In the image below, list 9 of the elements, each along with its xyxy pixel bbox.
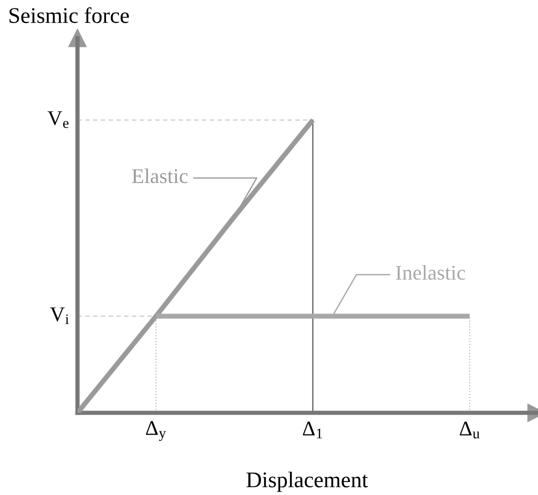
text: Elastic (132, 168, 188, 184)
x-tick-label: Δ$_{1}$ (302, 422, 322, 438)
ref-line-label: V$_{e}$ (48, 111, 69, 128)
ref-line-label: V$_{i}$ (50, 307, 69, 324)
x-axis-title: Displacement (246, 472, 368, 492)
series-label: Inelastic (396, 265, 466, 280)
y-axis-title: Seismic force (10, 7, 129, 24)
x-tick-label: Δ$_{y}$ (146, 421, 166, 441)
x-tick-label: Δ$_{u}$ (460, 422, 480, 438)
